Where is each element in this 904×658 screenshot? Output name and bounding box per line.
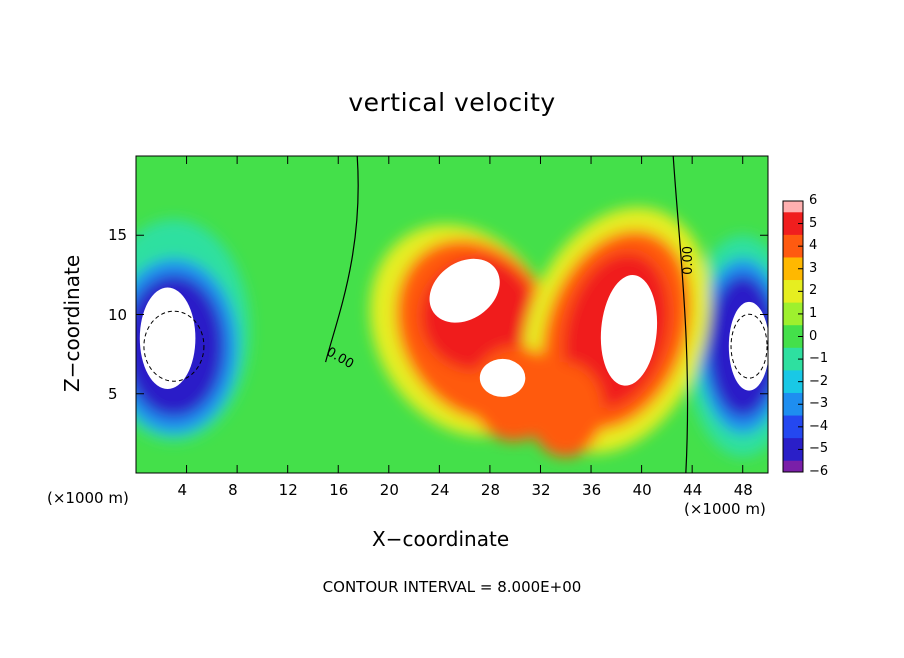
contour-line xyxy=(325,156,359,363)
colorbar-cell xyxy=(783,257,803,270)
contour-line xyxy=(672,156,689,473)
colorbar-tick-label: 6 xyxy=(809,193,818,208)
x-unit-label-left: (×1000 m) xyxy=(47,489,129,507)
colorbar-cell xyxy=(783,359,803,371)
colorbar-cell xyxy=(783,302,803,315)
x-tick-label: 12 xyxy=(278,481,298,499)
colorbar-cell xyxy=(783,347,803,360)
colorbar-cell xyxy=(783,370,803,383)
colorbar-cell xyxy=(783,280,803,292)
colorbar-tick-label: 2 xyxy=(809,283,818,299)
contour-label: 0.00 xyxy=(681,246,696,275)
colorbar-cell xyxy=(783,438,803,450)
negative-contours xyxy=(143,310,768,382)
x-tick-label: 8 xyxy=(228,481,238,499)
colorbar-cell xyxy=(783,325,803,337)
colorbar-cell xyxy=(783,223,803,236)
contour-dashed xyxy=(143,310,205,382)
x-tick-label: 4 xyxy=(177,481,188,499)
field-core xyxy=(139,287,196,389)
y-tick-label: 10 xyxy=(108,305,128,324)
colorbar-cell xyxy=(783,404,803,417)
colorbar-cell xyxy=(783,336,803,349)
colorbar-cell xyxy=(783,392,803,405)
colorbar-cell xyxy=(783,291,803,304)
colorbar-cell xyxy=(783,460,803,473)
chart-title: vertical velocity xyxy=(348,88,556,117)
colorbar-tick-label: −2 xyxy=(809,373,829,389)
colorbar-cell xyxy=(783,415,803,428)
colorbar-cell xyxy=(783,426,803,439)
field-cores xyxy=(139,258,768,397)
colorbar-cell xyxy=(783,234,803,247)
x-tick-label: 44 xyxy=(683,481,703,499)
colorbar-tick-label: 5 xyxy=(809,215,818,231)
x-tick-label: 40 xyxy=(632,481,652,499)
colorbar-tick-label: 3 xyxy=(809,260,818,276)
field-core xyxy=(479,358,526,397)
y-axis-label: Z−coordinate xyxy=(60,254,84,392)
x-tick-label: 16 xyxy=(329,481,349,499)
colorbar-tick-label: −6 xyxy=(809,464,829,479)
x-unit-label-right: (×1000 m) xyxy=(684,500,766,518)
x-tick-label: 36 xyxy=(582,481,602,499)
x-axis-ticks xyxy=(186,156,744,473)
y-axis-ticks xyxy=(136,234,768,395)
colorbar-cell xyxy=(783,246,803,258)
x-tick-label: 20 xyxy=(379,481,399,499)
field-core xyxy=(600,275,658,386)
contour-dashed xyxy=(730,313,768,379)
x-tick-label: 28 xyxy=(480,481,500,499)
colorbar-tick-label: 0 xyxy=(809,328,818,344)
x-axis-label: X−coordinate xyxy=(372,527,510,551)
colorbar-tick-label: −3 xyxy=(809,396,829,412)
colorbar-cell xyxy=(783,313,803,326)
colorbar-cell xyxy=(783,201,803,213)
contour-lines xyxy=(325,156,689,473)
colorbar-tick-label: 1 xyxy=(809,305,818,321)
colorbar-tick-label: −4 xyxy=(809,418,829,434)
colorbar-cell xyxy=(783,268,803,281)
x-tick-label: 48 xyxy=(733,481,753,499)
field-blob xyxy=(527,362,604,458)
colorbar-cell xyxy=(783,381,803,394)
y-tick-label: 15 xyxy=(108,226,128,245)
colorbar-cell xyxy=(783,212,803,225)
velocity-field: 0.000.00 xyxy=(136,156,768,473)
field-core xyxy=(728,301,768,391)
colorbar xyxy=(782,200,804,473)
colorbar-tick-label: 4 xyxy=(809,238,818,254)
y-tick-label: 5 xyxy=(108,384,118,403)
colorbar-tick-label: −1 xyxy=(809,351,829,367)
contour-interval-note: CONTOUR INTERVAL = 8.000E+00 xyxy=(322,578,582,596)
x-tick-label: 32 xyxy=(531,481,551,499)
field-core xyxy=(429,258,500,323)
colorbar-tick-label: −5 xyxy=(809,441,829,457)
x-tick-label: 24 xyxy=(430,481,450,499)
colorbar-cell xyxy=(783,449,803,462)
